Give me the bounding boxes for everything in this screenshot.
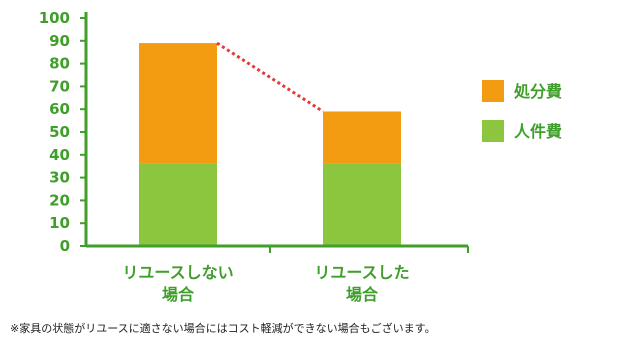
legend-label: 処分費: [514, 82, 562, 101]
y-tick-label: 20: [49, 191, 70, 209]
y-tick-label: 80: [49, 55, 70, 73]
connector-line: [216, 41, 324, 113]
y-tick-label: 50: [49, 123, 70, 141]
total-connector: [216, 41, 324, 113]
x-category-label: リユースした: [314, 263, 409, 282]
bar-segment-disposal-1: [139, 43, 217, 164]
y-tick-label: 10: [49, 214, 70, 232]
axes: [84, 12, 469, 253]
legend-swatch: [482, 120, 504, 142]
legend-swatch: [482, 80, 504, 102]
bar-segment-disposal-2: [323, 111, 401, 164]
y-tick-label: 70: [49, 77, 70, 95]
x-category-label: 場合: [162, 285, 195, 304]
y-tick-label: 100: [39, 9, 70, 27]
y-tick-label: 40: [49, 146, 70, 164]
bar-segment-labor-2: [323, 163, 401, 246]
y-tick-label: 30: [49, 169, 70, 187]
footnote: ※家具の状態がリユースに適さない場合にはコスト軽減ができない場合もございます。: [10, 322, 436, 335]
legend-label: 人件費: [514, 122, 562, 141]
x-category-label: リユースしない: [122, 263, 233, 282]
bar-segment-labor-1: [139, 163, 217, 246]
y-tick-label: 0: [60, 237, 70, 255]
y-tick-label: 90: [49, 32, 70, 50]
x-category-label: 場合: [346, 285, 379, 304]
bars: [139, 43, 401, 246]
y-axis-ticks: 0 10 20 30 40 50 60 70 80 90 100: [39, 9, 86, 255]
y-tick-label: 60: [49, 100, 70, 118]
